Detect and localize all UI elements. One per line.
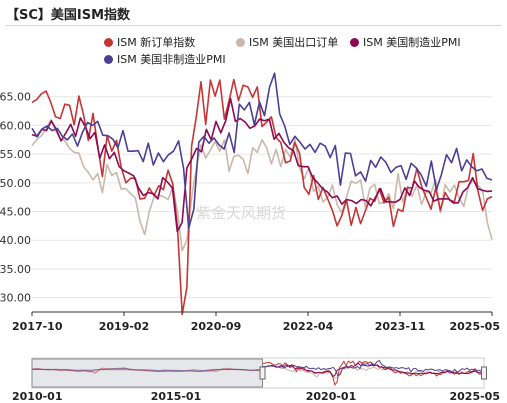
legend-dot-export-orders — [236, 37, 245, 47]
y-tick-label: 30.00 — [0, 292, 31, 305]
x-tick-label: 2022-04 — [283, 320, 334, 333]
navigator-line — [262, 362, 484, 378]
y-tick-label: 50.00 — [0, 177, 31, 190]
legend-dot-new-orders — [104, 37, 113, 47]
legend-label-pmi: ISM 美国制造业PMI — [363, 36, 461, 49]
navigator-unselected-area — [31, 358, 263, 388]
x-tick-label: 2019-02 — [99, 320, 150, 333]
series-line-nonmfg-pmi[interactable] — [31, 72, 493, 229]
title-divider — [6, 25, 501, 26]
x-tick-label: 2017-10 — [12, 320, 63, 333]
y-tick-label: 65.00 — [0, 91, 31, 104]
navigator-series — [31, 359, 485, 386]
x-tick-label: 2020-09 — [191, 320, 242, 333]
navigator-handle-right[interactable] — [481, 366, 487, 380]
series-line-pmi[interactable] — [31, 97, 493, 233]
chart-title: 【SC】美国ISM指数 — [6, 8, 131, 23]
navigator-line — [262, 364, 485, 380]
legend-dot-nonmfg-pmi — [104, 54, 113, 64]
y-tick-label: 40.00 — [0, 234, 31, 247]
x-tick-label: 2025-05 — [450, 320, 501, 333]
x-tick-label: 2023-11 — [375, 320, 426, 333]
navigator-line — [262, 359, 485, 377]
legend-item-new-orders[interactable]: ISM 新订单指数 — [104, 34, 195, 50]
legend-item-pmi[interactable]: ISM 美国制造业PMI — [350, 34, 461, 50]
series-layer — [31, 72, 493, 316]
navigator-labels: 2010-01 2015-01 2020-01 2025-05 — [12, 390, 500, 403]
legend-label-nonmfg-pmi: ISM 美国非制造业PMI — [117, 53, 226, 66]
legend-item-nonmfg-pmi[interactable]: ISM 美国非制造业PMI — [104, 51, 226, 67]
y-tick-label: 45.00 — [0, 206, 31, 219]
legend-item-export-orders[interactable]: ISM 美国出口订单 — [236, 34, 338, 50]
navigator-label: 2015-01 — [151, 390, 202, 403]
x-axis-ticks: 2017-10 2019-02 2020-09 2022-04 2023-11 2025-… — [12, 312, 500, 333]
y-axis-ticks: 65.00 60.00 55.00 50.00 45.00 40.00 35.00 30.00 — [0, 91, 31, 305]
series-line-new-orders[interactable] — [31, 78, 493, 316]
legend-dot-pmi — [350, 37, 359, 47]
legend-label-new-orders: ISM 新订单指数 — [117, 36, 196, 49]
range-navigator[interactable]: 2010-01 2015-01 2020-01 2025-05 — [12, 357, 500, 403]
legend-label-export-orders: ISM 美国出口订单 — [249, 36, 339, 49]
navigator-label: 2010-01 — [12, 390, 63, 403]
navigator-history-line — [32, 367, 263, 372]
navigator-label: 2025-05 — [450, 390, 501, 403]
navigator-label: 2020-01 — [306, 390, 357, 403]
watermark-text: 紫金天风期货 — [196, 204, 286, 222]
y-tick-label: 60.00 — [0, 119, 31, 132]
y-tick-label: 55.00 — [0, 148, 31, 161]
navigator-handle-left[interactable] — [259, 366, 266, 380]
series-line-export-orders[interactable] — [31, 118, 493, 252]
y-tick-label: 35.00 — [0, 263, 31, 276]
